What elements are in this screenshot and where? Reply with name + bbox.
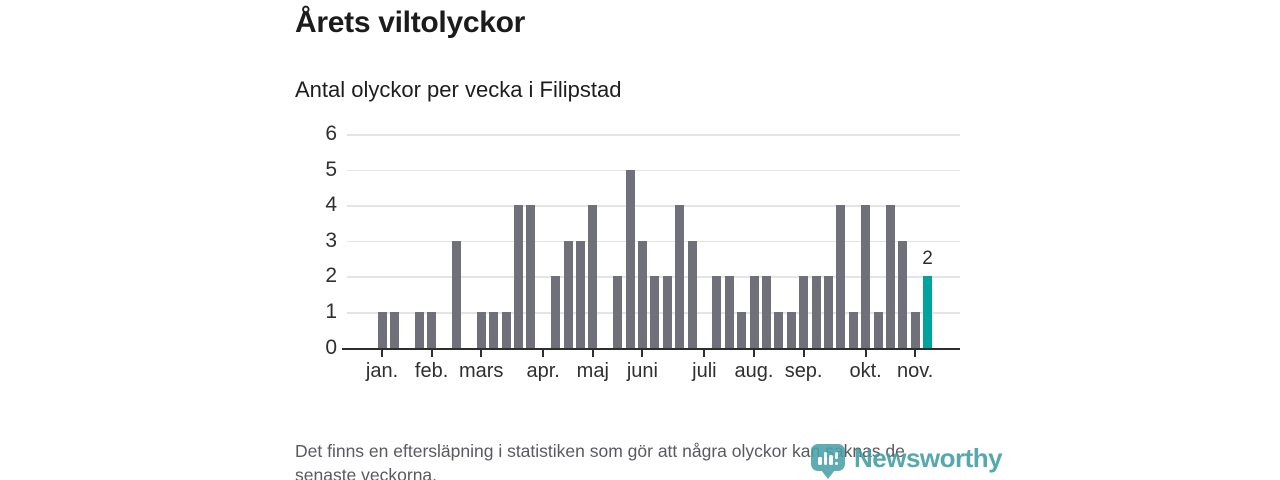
y-axis-tick-label: 4 (325, 193, 337, 217)
x-axis-month-label: apr. (526, 359, 560, 382)
bar-week (687, 240, 697, 348)
bar-week (489, 312, 499, 348)
bar-week (861, 205, 871, 348)
bar-week (724, 276, 734, 348)
x-axis-month-label: mars (458, 359, 504, 382)
bar-week (588, 205, 598, 348)
x-axis-line (342, 347, 960, 351)
bar-week (414, 312, 424, 348)
grid-line (347, 205, 960, 207)
x-axis-tick (753, 350, 755, 358)
footnote-line1: Det finns en eftersläpning i statistiken… (295, 441, 905, 461)
newsworthy-pin-icon (811, 444, 845, 479)
bar-week (476, 312, 486, 348)
x-axis-tick (381, 350, 383, 358)
bar-week (885, 205, 895, 348)
bar-week (786, 312, 796, 348)
bar-week (513, 205, 523, 348)
bar-week (526, 205, 536, 348)
x-axis-tick (802, 350, 805, 358)
y-axis-tick-label: 1 (325, 300, 337, 323)
y-axis-tick-label: 2 (325, 264, 337, 288)
bar-week (811, 276, 821, 348)
x-axis-month-label: nov. (897, 359, 934, 382)
x-axis-month-label: jan. (365, 359, 399, 382)
newsworthy-wordmark: Newsworthy (854, 443, 1003, 473)
bar-week (675, 205, 685, 348)
x-axis-tick (591, 350, 594, 358)
bar-week (761, 276, 771, 348)
grid-line (347, 169, 960, 172)
bar-week (898, 240, 908, 348)
bar-week (712, 276, 722, 348)
x-axis-tick (641, 350, 644, 358)
bar-week (848, 312, 858, 348)
bar-week (563, 240, 573, 348)
bar-week (427, 312, 437, 348)
bar-week (637, 240, 647, 348)
bar-week (836, 205, 846, 348)
y-axis-tick-label: 3 (325, 228, 337, 252)
x-axis-tick (542, 350, 545, 358)
y-axis-tick-label: 5 (325, 157, 337, 181)
newsworthy-logo: Newsworthy (811, 441, 1003, 479)
bar-week (749, 276, 759, 348)
y-axis-tick-label: 0 (325, 335, 337, 359)
bar-week (662, 276, 672, 348)
bar-week (774, 312, 784, 348)
bar-week (650, 276, 660, 348)
bar-week (823, 276, 833, 348)
grid-line (347, 134, 960, 136)
bar-week (910, 312, 920, 348)
x-axis-month-label: okt. (849, 359, 882, 382)
x-axis-tick (430, 350, 433, 358)
bar-week (575, 240, 585, 348)
x-axis-tick (703, 350, 706, 358)
bar-week (625, 169, 635, 348)
bar-week (799, 276, 809, 348)
x-axis-month-label: juni (626, 359, 658, 382)
bar-week-highlight (923, 276, 933, 348)
x-axis-month-label: juli (692, 359, 717, 382)
chart-subtitle: Antal olyckor per vecka i Filipstad (295, 77, 622, 102)
x-axis-month-label: aug. (734, 359, 774, 382)
bar-week (737, 312, 747, 348)
bar-week (501, 312, 511, 348)
bar-week (873, 312, 883, 348)
bar-week (389, 312, 399, 348)
page-title: Årets viltolyckor (295, 6, 525, 39)
highlight-value-label: 2 (922, 248, 933, 270)
x-axis-tick (480, 350, 483, 358)
footnote: Det finns en eftersläpning i statistiken… (295, 440, 995, 480)
footnote-line2: senaste veckorna. (295, 464, 438, 480)
bar-week (613, 276, 623, 348)
x-axis-tick (914, 350, 917, 358)
x-axis-month-label: maj (576, 359, 609, 382)
y-axis-tick-label: 6 (325, 122, 337, 145)
x-axis-month-label: feb. (414, 359, 449, 382)
bar-chart: 0 1 2 3 4 5 6 jan. feb. mars apr. maj juni juli aug. se… (295, 122, 975, 391)
grid-line (347, 240, 960, 243)
bar-week (377, 312, 387, 348)
bar-week (551, 276, 561, 348)
x-axis-month-label: sep. (784, 359, 823, 382)
bar-week (451, 240, 461, 348)
x-axis-tick (864, 350, 867, 358)
